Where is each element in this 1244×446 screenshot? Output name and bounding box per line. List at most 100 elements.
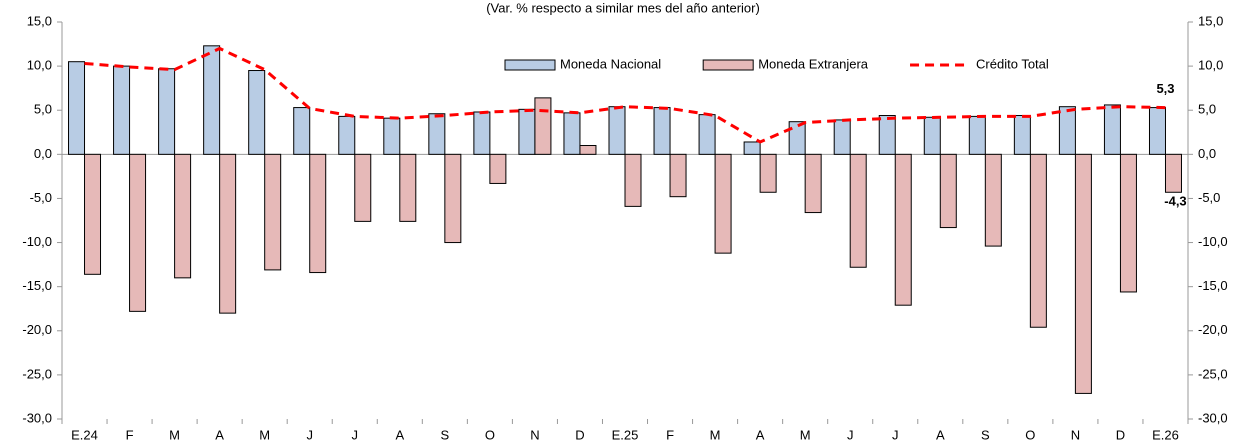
bar	[444, 153, 462, 244]
bar	[203, 45, 221, 155]
y-tick-label: 0,0	[34, 146, 52, 161]
bar	[804, 153, 822, 214]
bar	[428, 113, 446, 155]
x-tick-label: A	[936, 427, 945, 442]
bar	[714, 153, 732, 254]
y-tick-label: -15,0	[22, 278, 52, 293]
x-tick-label: M	[800, 427, 811, 442]
y2-tick-label: 5,0	[1198, 102, 1216, 117]
y-tick-label: 15,0	[27, 13, 52, 28]
bar	[1103, 104, 1121, 155]
bar	[608, 106, 626, 155]
x-tick-label: O	[1025, 427, 1035, 442]
bar	[1119, 153, 1137, 293]
bar	[1164, 153, 1182, 193]
bar	[113, 65, 131, 155]
x-tick-label: E.25	[612, 427, 639, 442]
y-tick-label: 10,0	[27, 58, 52, 73]
x-tick-label: A	[395, 427, 404, 442]
line	[84, 46, 1166, 144]
bar	[759, 153, 777, 193]
data-label: 5,3	[1156, 81, 1174, 96]
bar	[1013, 115, 1031, 155]
x-tick-label: M	[710, 427, 721, 442]
legend-swatch	[504, 59, 556, 71]
bar	[293, 107, 311, 155]
y-tick-label: -25,0	[22, 366, 52, 381]
x-tick-label: D	[575, 427, 584, 442]
bar	[579, 145, 597, 155]
x-tick-label: J	[306, 427, 313, 442]
bar	[219, 153, 237, 314]
bar	[939, 153, 957, 229]
x-tick-label: N	[530, 427, 539, 442]
bar	[399, 153, 417, 222]
y2-tick-label: 10,0	[1198, 58, 1223, 73]
bar	[653, 107, 671, 155]
bar	[1029, 153, 1047, 328]
bar	[743, 141, 761, 155]
y2-tick-label: 15,0	[1198, 13, 1223, 28]
bar	[849, 153, 867, 268]
bar	[968, 115, 986, 155]
y2-tick-label: -30,0	[1198, 410, 1228, 425]
chart-title: (Var. % respecto a similar mes del año a…	[486, 0, 760, 15]
bar	[518, 108, 536, 155]
bar	[669, 153, 687, 198]
y2-tick-label: -20,0	[1198, 322, 1228, 337]
legend-label: Crédito Total	[976, 56, 1049, 71]
x-tick-label: A	[756, 427, 765, 442]
y2-tick-label: -5,0	[1198, 190, 1220, 205]
bar	[984, 153, 1002, 247]
x-tick-label: M	[259, 427, 270, 442]
data-label: -4,3	[1164, 194, 1186, 209]
bar	[248, 70, 266, 155]
bar	[309, 153, 327, 274]
bar	[833, 119, 851, 155]
bar	[383, 117, 401, 155]
x-tick-label: F	[666, 427, 674, 442]
x-tick-label: S	[441, 427, 450, 442]
bar	[698, 114, 716, 155]
x-tick-label: N	[1071, 427, 1080, 442]
bar	[489, 153, 507, 184]
x-tick-label: S	[981, 427, 990, 442]
bar	[1148, 107, 1166, 155]
bar	[788, 121, 806, 155]
x-tick-label: D	[1116, 427, 1125, 442]
bar	[68, 61, 86, 155]
x-tick-label: M	[169, 427, 180, 442]
y-tick-label: -20,0	[22, 322, 52, 337]
y-tick-label: -30,0	[22, 410, 52, 425]
y2-tick-label: 0,0	[1198, 146, 1216, 161]
x-tick-label: F	[126, 427, 134, 442]
bar	[174, 153, 192, 279]
bar	[624, 153, 642, 207]
x-tick-label: J	[892, 427, 899, 442]
bar	[264, 153, 282, 271]
bar	[1058, 106, 1076, 155]
bar	[878, 115, 896, 155]
y-tick-label: -10,0	[22, 234, 52, 249]
bar	[473, 111, 491, 155]
x-tick-label: J	[352, 427, 359, 442]
y-tick-label: -5,0	[30, 190, 52, 205]
legend-label: Moneda Nacional	[560, 56, 661, 71]
y-tick-label: 5,0	[34, 102, 52, 117]
legend-swatch	[702, 59, 754, 71]
bar	[563, 112, 581, 155]
legend-label: Moneda Extranjera	[758, 56, 869, 71]
x-tick-label: J	[847, 427, 854, 442]
bar	[1074, 153, 1092, 394]
y2-tick-label: -15,0	[1198, 278, 1228, 293]
x-tick-label: A	[215, 427, 224, 442]
bar	[923, 116, 941, 155]
bar	[534, 97, 552, 155]
bar	[158, 68, 176, 155]
bar	[354, 153, 372, 222]
x-tick-label: E.26	[1152, 427, 1179, 442]
bar	[338, 115, 356, 155]
y2-tick-label: -25,0	[1198, 366, 1228, 381]
bar	[894, 153, 912, 306]
